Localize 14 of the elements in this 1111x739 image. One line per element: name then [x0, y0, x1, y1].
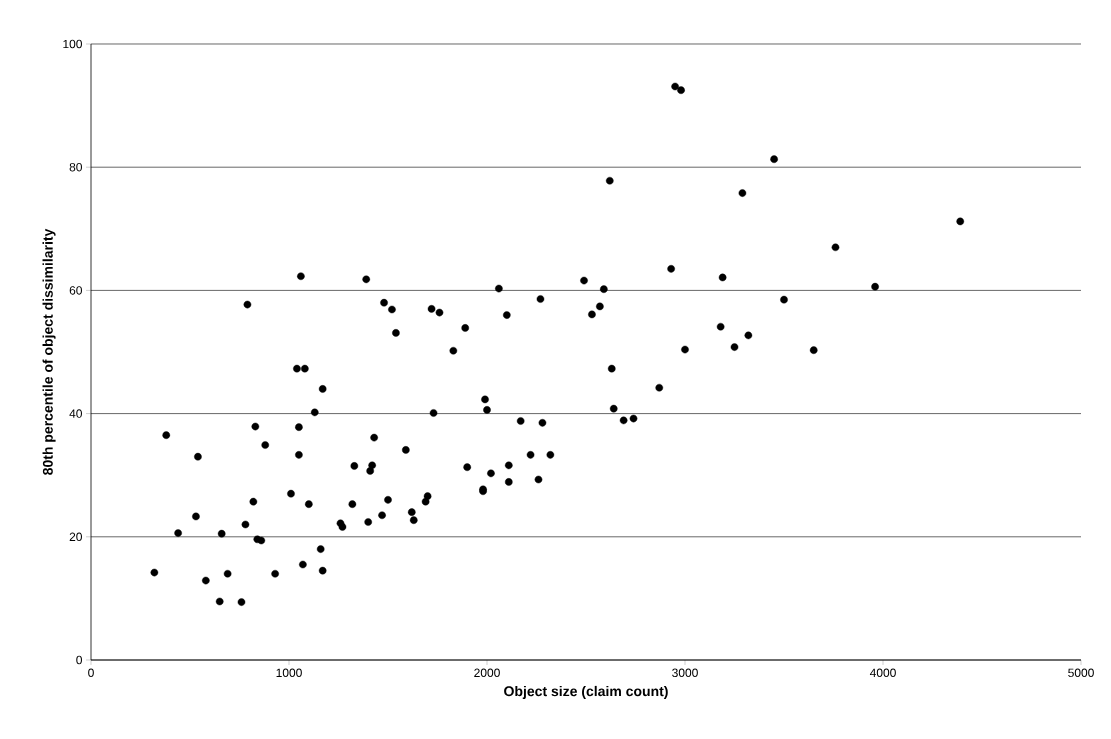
x-tick-label: 1000 [276, 668, 302, 678]
y-tick-label: 60 [69, 286, 82, 295]
y-tick-label: 100 [63, 39, 82, 49]
x-tick-label: 4000 [869, 668, 896, 678]
y-tick-label: 40 [69, 409, 82, 418]
y-tick-label: 80 [69, 162, 82, 172]
y-tick-label: 20 [69, 532, 82, 542]
x-axis-title: Object size (claim count) [504, 685, 668, 699]
y-tick-label: 0 [76, 655, 82, 665]
x-tick-label: 5000 [1068, 668, 1094, 678]
x-tick-label: 2000 [474, 668, 500, 678]
x-tick-label: 3000 [672, 668, 698, 678]
x-tick-label: 0 [88, 668, 94, 678]
y-axis-title: 80th percentile of object dissimilarity [42, 228, 56, 475]
